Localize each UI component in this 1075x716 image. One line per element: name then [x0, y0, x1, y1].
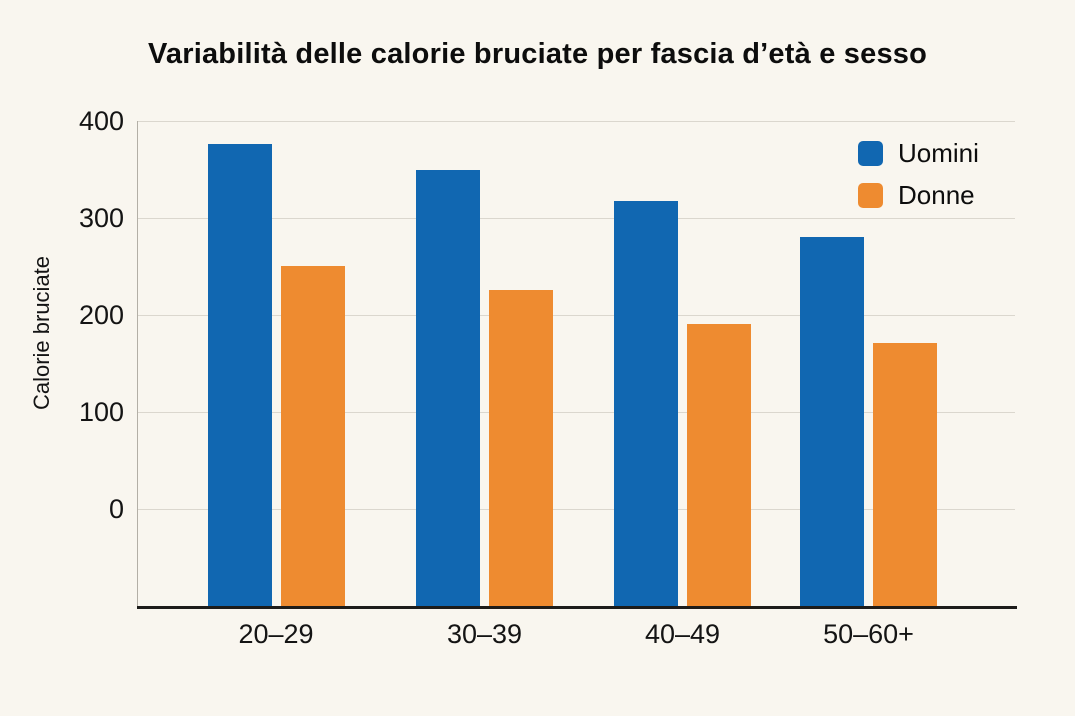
bar-donne-20-29: [280, 265, 345, 606]
y-tick-label-100: 100: [78, 397, 124, 427]
x-tick-label-50-60plus: 50–60+: [823, 619, 914, 649]
bar-donne-50-60plus: [873, 343, 937, 606]
bar-uomini-40-49: [614, 200, 678, 606]
x-axis-line: [137, 606, 1017, 609]
x-tick-label-30-39: 30–39: [446, 619, 523, 649]
legend-swatch-uomini: [858, 140, 883, 166]
legend-item-uomini: Uomini: [858, 132, 979, 174]
y-axis-spine: [137, 121, 138, 606]
bar-uomini-50-60plus: [800, 237, 864, 606]
legend-label-uomini: Uomini: [898, 137, 979, 168]
legend: Uomini Donne: [858, 132, 979, 216]
y-axis-label: Calorie bruciate: [29, 255, 54, 411]
y-tick-label-0: 0: [108, 494, 124, 524]
legend-item-donne: Donne: [858, 174, 979, 216]
bar-uomini-20-29: [207, 144, 272, 606]
bar-donne-30-39: [489, 289, 553, 606]
legend-label-donne: Donne: [898, 179, 975, 210]
x-tick-label-40-49: 40–49: [644, 619, 721, 649]
y-tick-label-400: 400: [78, 106, 124, 136]
y-tick-label-200: 200: [78, 300, 124, 330]
gridline-200: [137, 314, 1015, 316]
chart-title: Variabilità delle calorie bruciate per f…: [147, 38, 928, 70]
gridline-300: [137, 217, 1015, 219]
bar-donne-40-49: [687, 323, 751, 606]
x-tick-label-20-29: 20–29: [238, 619, 314, 649]
gridline-0: [137, 508, 1015, 510]
gridline-400: [137, 120, 1015, 122]
legend-swatch-donne: [858, 182, 883, 208]
gridline-100: [137, 411, 1015, 413]
y-tick-label-300: 300: [78, 203, 124, 233]
bar-uomini-30-39: [416, 170, 480, 606]
